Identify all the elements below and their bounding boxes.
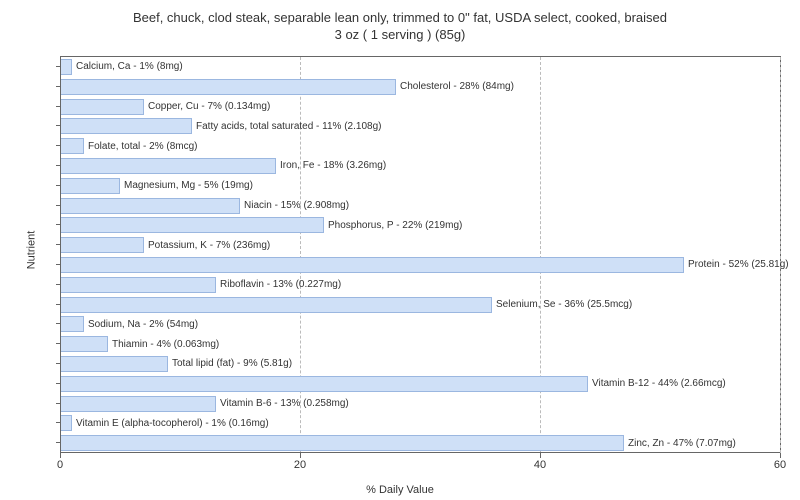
nutrient-bar-label: Sodium, Na - 2% (54mg) [88, 316, 198, 332]
nutrient-bar-label: Protein - 52% (25.81g) [688, 257, 789, 273]
y-tick [56, 284, 61, 285]
x-tick [300, 453, 301, 458]
nutrient-bar-label: Phosphorus, P - 22% (219mg) [328, 217, 462, 233]
x-tick [60, 453, 61, 458]
nutrient-bar [60, 217, 324, 233]
y-tick [56, 264, 61, 265]
y-tick [56, 403, 61, 404]
nutrient-bar [60, 158, 276, 174]
nutrition-chart: Beef, chuck, clod steak, separable lean … [0, 0, 800, 500]
nutrient-bar-label: Cholesterol - 28% (84mg) [400, 79, 514, 95]
y-tick [56, 125, 61, 126]
nutrient-bar-label: Folate, total - 2% (8mcg) [88, 138, 197, 154]
nutrient-bar [60, 356, 168, 372]
x-tick [540, 453, 541, 458]
y-axis-title: Nutrient [25, 231, 37, 270]
x-axis: 0204060 [60, 452, 780, 453]
nutrient-bar [60, 198, 240, 214]
y-tick [56, 205, 61, 206]
nutrient-bar-label: Vitamin B-6 - 13% (0.258mg) [220, 396, 349, 412]
y-tick [56, 145, 61, 146]
nutrient-bar [60, 316, 84, 332]
nutrient-bar [60, 396, 216, 412]
nutrient-bar [60, 99, 144, 115]
x-tick [780, 453, 781, 458]
nutrient-bar-label: Fatty acids, total saturated - 11% (2.10… [196, 118, 381, 134]
nutrient-bar-label: Magnesium, Mg - 5% (19mg) [124, 178, 253, 194]
nutrient-bar [60, 336, 108, 352]
y-tick [56, 106, 61, 107]
y-tick [56, 383, 61, 384]
nutrient-bar [60, 138, 84, 154]
x-tick-label: 60 [774, 459, 786, 471]
y-tick [56, 323, 61, 324]
y-tick [56, 363, 61, 364]
y-tick [56, 165, 61, 166]
nutrient-bar-label: Niacin - 15% (2.908mg) [244, 198, 349, 214]
x-tick-label: 0 [57, 459, 63, 471]
nutrient-bar-label: Zinc, Zn - 47% (7.07mg) [628, 435, 736, 451]
nutrient-bar [60, 118, 192, 134]
nutrient-bar [60, 435, 624, 451]
y-tick [56, 343, 61, 344]
y-axis [60, 56, 61, 452]
x-tick-label: 40 [534, 459, 546, 471]
chart-title-line1: Beef, chuck, clod steak, separable lean … [0, 10, 800, 27]
nutrient-bar [60, 257, 684, 273]
nutrient-bar [60, 178, 120, 194]
gridline [780, 57, 781, 453]
nutrient-bar-label: Riboflavin - 13% (0.227mg) [220, 277, 341, 293]
nutrient-bar-label: Vitamin E (alpha-tocopherol) - 1% (0.16m… [76, 415, 269, 431]
nutrient-bar [60, 237, 144, 253]
y-tick [56, 224, 61, 225]
y-tick [56, 304, 61, 305]
bars-group: Calcium, Ca - 1% (8mg) Cholesterol - 28% … [60, 57, 780, 453]
nutrient-bar [60, 297, 492, 313]
plot-area: Calcium, Ca - 1% (8mg) Cholesterol - 28% … [60, 56, 781, 453]
x-tick-label: 20 [294, 459, 306, 471]
chart-title: Beef, chuck, clod steak, separable lean … [0, 0, 800, 44]
nutrient-bar-label: Copper, Cu - 7% (0.134mg) [148, 99, 270, 115]
y-tick [56, 66, 61, 67]
nutrient-bar-label: Thiamin - 4% (0.063mg) [112, 336, 219, 352]
y-tick [56, 244, 61, 245]
nutrient-bar [60, 277, 216, 293]
nutrient-bar-label: Selenium, Se - 36% (25.5mcg) [496, 297, 632, 313]
y-tick [56, 185, 61, 186]
chart-title-line2: 3 oz ( 1 serving ) (85g) [0, 27, 800, 44]
y-tick [56, 86, 61, 87]
y-tick [56, 422, 61, 423]
nutrient-bar-label: Calcium, Ca - 1% (8mg) [76, 59, 183, 75]
nutrient-bar-label: Total lipid (fat) - 9% (5.81g) [172, 356, 292, 372]
nutrient-bar [60, 376, 588, 392]
nutrient-bar-label: Iron, Fe - 18% (3.26mg) [280, 158, 386, 174]
nutrient-bar [60, 79, 396, 95]
y-tick [56, 442, 61, 443]
nutrient-bar-label: Potassium, K - 7% (236mg) [148, 237, 270, 253]
nutrient-bar-label: Vitamin B-12 - 44% (2.66mcg) [592, 376, 726, 392]
x-axis-title: % Daily Value [0, 484, 800, 496]
nutrient-bar [60, 59, 72, 75]
nutrient-bar [60, 415, 72, 431]
